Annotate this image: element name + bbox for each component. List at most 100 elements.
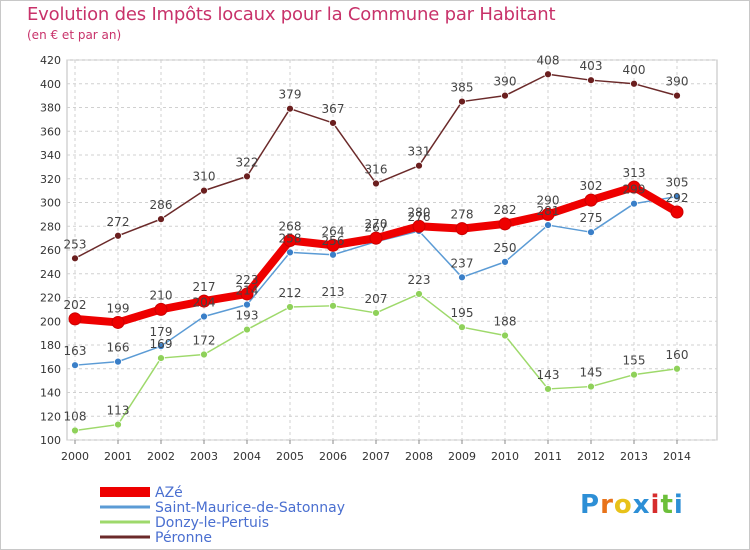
data-label: 163 [64,344,87,358]
data-label: 322 [236,155,259,169]
data-point [243,172,251,181]
data-label: 276 [408,210,431,224]
data-label: 275 [580,211,603,225]
data-point [240,287,254,301]
grid-lines [66,59,718,441]
data-point [541,207,555,221]
data-label: 108 [64,410,87,424]
data-point [501,91,509,100]
data-point [458,97,466,106]
data-point [154,302,168,316]
legend-swatch [100,535,150,539]
logo-letter: P [580,490,601,520]
data-point [673,192,681,201]
data-label: 367 [322,102,345,116]
data-label: 281 [537,204,560,218]
y-tick-label: 160 [40,363,61,376]
axes: 100 120 140 160 180 200 220 240 260 280 300 320 340 3… [40,54,691,463]
data-point [501,257,509,266]
data-label: 299 [623,183,646,197]
data-label: 390 [666,75,689,89]
y-tick-label: 120 [40,410,61,423]
logo-letter: r [600,490,614,520]
y-tick-label: 360 [40,125,61,138]
data-point [458,323,466,332]
data-point [587,228,595,237]
legend-swatch [100,520,150,524]
data-label: 379 [279,88,302,102]
y-tick-label: 400 [40,78,61,91]
data-point [157,215,165,224]
logo-letter: i [650,490,661,520]
data-label: 172 [193,334,216,348]
data-label: 282 [494,203,517,217]
data-point [114,357,122,366]
data-point [670,205,684,219]
data-point [200,350,208,359]
data-label: 113 [107,404,130,418]
data-label: 390 [494,75,517,89]
proxiti-logo: Proxiti [580,490,684,520]
data-point [372,309,380,317]
data-label: 292 [666,191,689,205]
x-tick-label: 2001 [104,450,132,463]
data-point [415,290,423,298]
data-label: 385 [451,81,474,95]
data-label: 166 [107,341,130,355]
data-point [458,273,466,282]
data-label: 316 [365,163,388,177]
y-tick-label: 300 [40,197,61,210]
y-tick-label: 320 [40,173,61,186]
legend: AZéSaint-Maurice-de-SatonnayDonzy-le-Per… [100,485,345,546]
x-tick-label: 2004 [233,450,261,463]
x-tick-label: 2011 [534,450,562,463]
data-point [544,70,552,79]
data-label: 145 [580,366,603,380]
data-point [114,420,122,429]
legend-label: Péronne [155,530,212,546]
data-point [587,76,595,85]
data-label: 210 [150,288,173,302]
data-labels: 202 199 210 217 223 268 264 270 280 278 282 290 302 3… [64,53,689,423]
y-tick-label: 140 [40,387,61,400]
data-point [71,426,79,435]
data-point [71,254,79,263]
x-tick-label: 2008 [405,450,433,463]
y-tick-label: 380 [40,102,61,115]
x-tick-label: 2000 [61,450,89,463]
legend-swatch [100,487,150,497]
y-tick-label: 220 [40,292,61,305]
data-point [369,231,383,245]
data-point [544,221,552,229]
chart-title: Evolution des Impôts locaux pour la Comm… [27,4,556,25]
data-label: 272 [107,215,130,229]
data-point [197,294,211,308]
data-point [544,385,552,393]
data-label: 264 [322,224,345,238]
y-tick-label: 340 [40,149,61,162]
x-tick-label: 2007 [362,450,390,463]
data-label: 403 [580,59,603,73]
data-point [587,382,595,391]
data-point [455,222,469,236]
legend-label: Saint-Maurice-de-Satonnay [155,500,345,516]
data-label: 268 [279,220,302,234]
x-tick-label: 2012 [577,450,605,463]
data-point [329,301,337,310]
x-tick-label: 2009 [448,450,476,463]
y-tick-label: 280 [40,220,61,233]
data-point [200,186,208,195]
data-label: 313 [623,166,646,180]
logo-letter: t [660,490,674,520]
data-point [111,315,125,329]
y-tick-label: 420 [40,54,61,67]
y-tick-label: 260 [40,244,61,257]
data-label: 331 [408,145,431,159]
logo-letter: x [632,490,651,520]
data-label: 310 [193,170,216,184]
x-tick-label: 2002 [147,450,175,463]
data-point [157,354,165,362]
data-label: 204 [193,296,216,310]
data-point [286,248,294,257]
data-label: 223 [236,273,259,287]
